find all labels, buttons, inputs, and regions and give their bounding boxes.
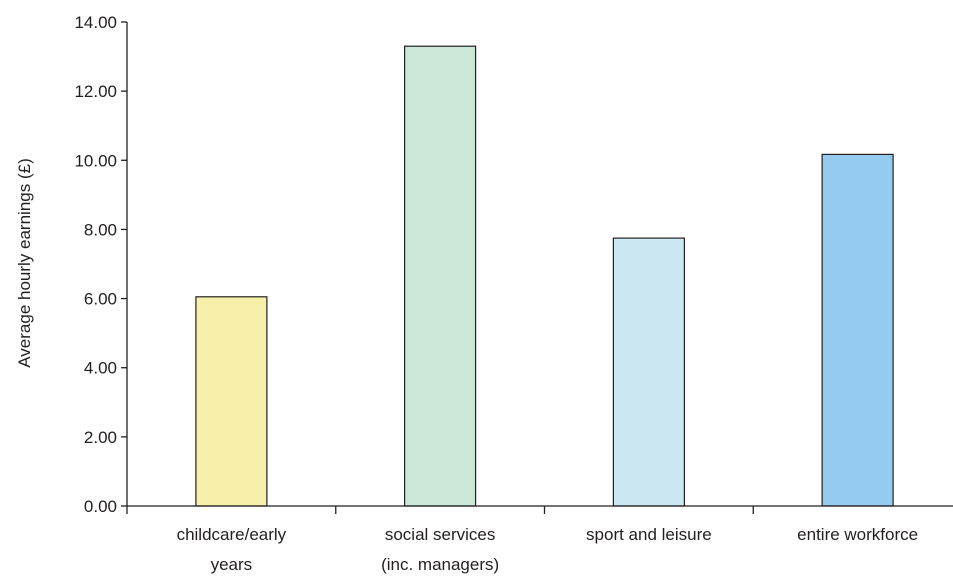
bar-1 (404, 45, 477, 507)
bar-2 (612, 237, 686, 507)
x-tick-label: entire workforce (797, 525, 918, 544)
axes (126, 22, 953, 514)
y-tick-label: 4.00 (84, 359, 117, 378)
y-tick-label: 8.00 (84, 220, 117, 239)
y-tick-label: 14.00 (74, 13, 117, 32)
x-tick-label: childcare/early years (177, 525, 287, 574)
x-tick-label: social services (inc. managers) (381, 525, 499, 574)
y-axis-title: Average hourly earnings (£) (15, 158, 34, 367)
x-tick-label: sport and leisure (586, 525, 712, 544)
bars (195, 45, 894, 507)
y-ticks: 0.00 2.00 4.00 6.00 8.00 10.00 12.00 14.00 (74, 13, 127, 516)
y-tick-label: 12.00 (74, 82, 117, 101)
bar-3 (821, 153, 894, 507)
y-tick-label: 10.00 (74, 151, 117, 170)
y-tick-label: 6.00 (84, 290, 117, 309)
y-tick-label: 2.00 (84, 428, 117, 447)
y-axis-title-group: Average hourly earnings (£) (15, 158, 34, 367)
x-ticks: childcare/early years social services (inc.… (177, 506, 918, 574)
bar-0 (195, 296, 268, 507)
y-tick-label: 0.00 (84, 497, 117, 516)
